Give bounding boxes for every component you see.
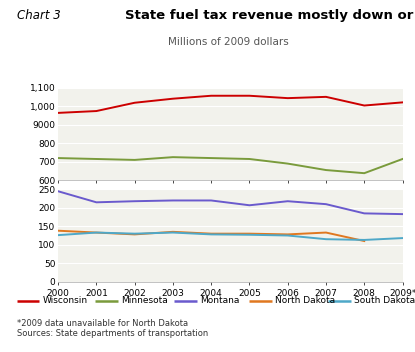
- Text: Wisconsin: Wisconsin: [43, 296, 88, 306]
- Text: State fuel tax revenue mostly down or flat: State fuel tax revenue mostly down or fl…: [124, 9, 415, 22]
- Text: North Dakota: North Dakota: [275, 296, 335, 306]
- Text: Montana: Montana: [200, 296, 240, 306]
- Text: South Dakota: South Dakota: [354, 296, 415, 306]
- Text: Minnesota: Minnesota: [122, 296, 168, 306]
- Text: Millions of 2009 dollars: Millions of 2009 dollars: [168, 37, 288, 47]
- Text: *2009 data unavailable for North Dakota
Sources: State departments of transporta: *2009 data unavailable for North Dakota …: [17, 319, 208, 338]
- Text: Chart 3: Chart 3: [17, 9, 60, 22]
